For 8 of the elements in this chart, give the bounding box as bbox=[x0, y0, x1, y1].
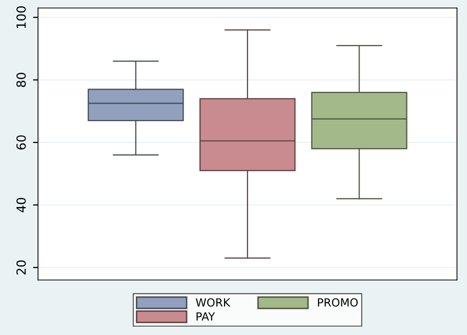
legend-label: PAY bbox=[196, 312, 216, 320]
legend-label: PROMO bbox=[318, 298, 358, 307]
y-tick-label: 20 bbox=[16, 260, 26, 275]
y-tick-label: 60 bbox=[16, 135, 26, 150]
y-tick-label: 40 bbox=[16, 198, 26, 212]
legend-label: WORK bbox=[196, 298, 230, 307]
y-tick-label: 80 bbox=[16, 72, 26, 88]
y-tick-label: 100 bbox=[16, 6, 26, 28]
